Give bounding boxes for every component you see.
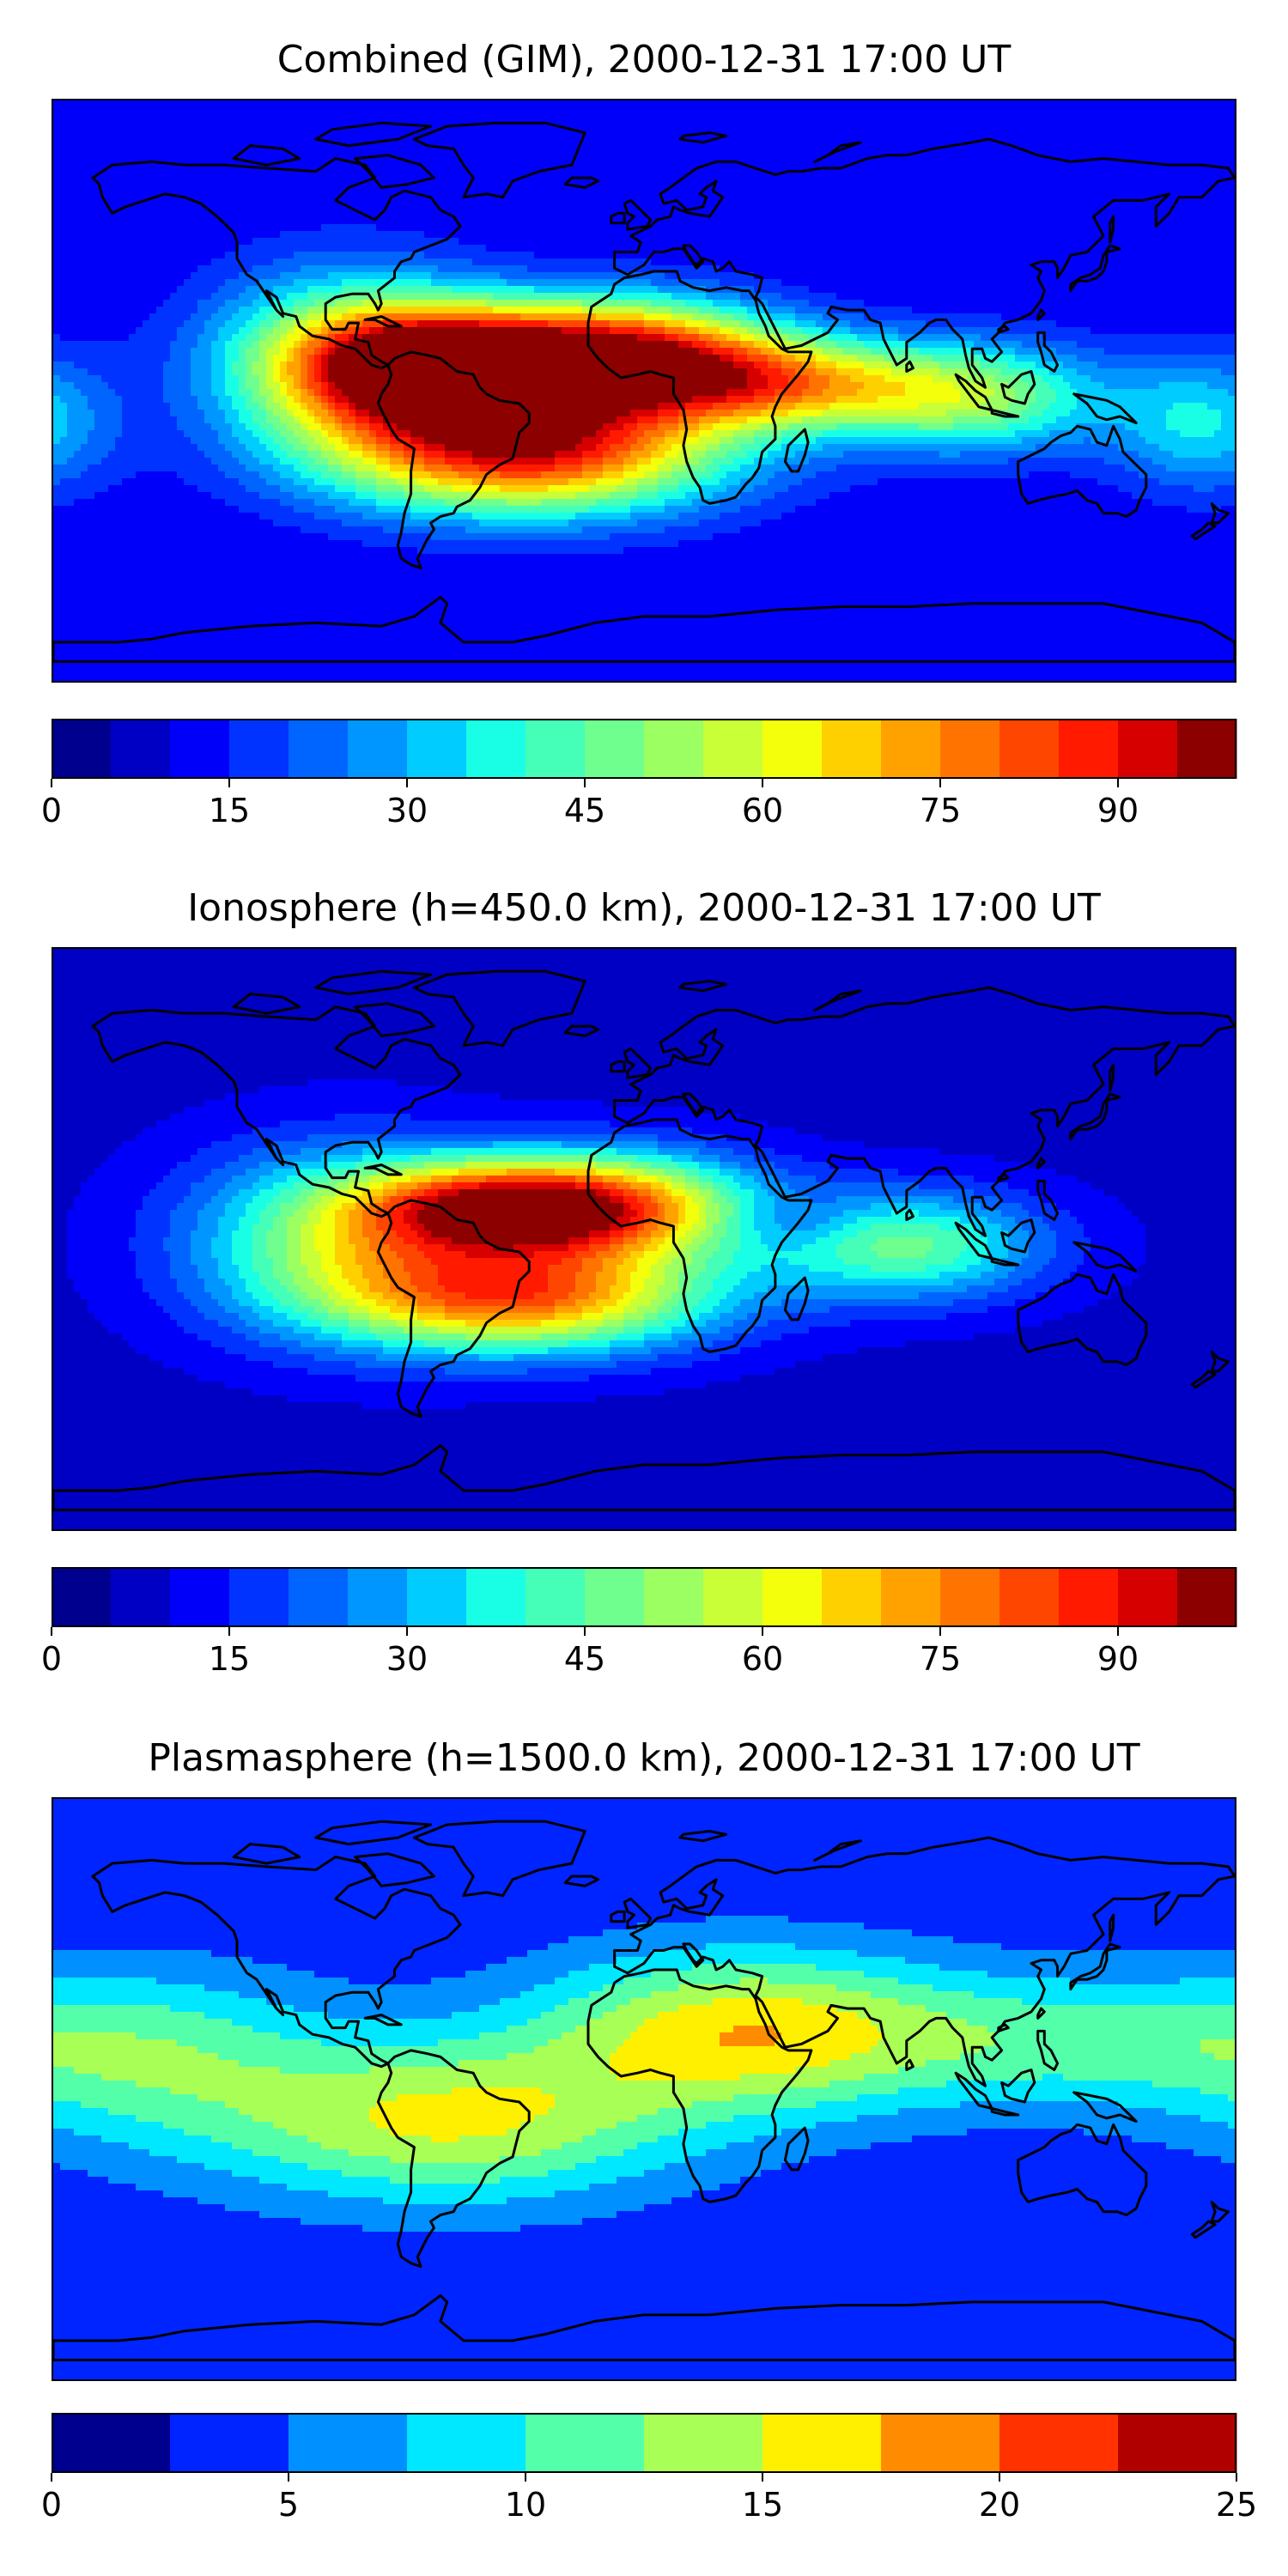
colorbar-segment <box>52 719 112 779</box>
tec-field <box>53 1799 1235 2379</box>
colorbar-tick-label: 75 <box>920 792 961 829</box>
colorbar-segments <box>52 1567 1237 1627</box>
colorbar-segment <box>703 1567 763 1627</box>
colorbar-segments <box>52 719 1237 779</box>
colorbar-segment <box>1177 719 1237 779</box>
colorbar-segment <box>52 2413 171 2473</box>
colorbar-tick-label: 45 <box>564 1640 605 1678</box>
colorbar-frame <box>52 1567 1236 1627</box>
colorbar-segment <box>170 1567 230 1627</box>
colorbar-tick-label: 0 <box>41 1640 62 1678</box>
colorbar-tick-label: 10 <box>505 2486 546 2524</box>
colorbar-tick-label: 45 <box>564 792 605 829</box>
tec-map <box>52 947 1236 1531</box>
tec-map <box>52 99 1236 683</box>
colorbar-tick-label: 30 <box>386 792 428 829</box>
colorbar-segment <box>762 2413 882 2473</box>
colorbar-segment <box>703 719 763 779</box>
colorbar-tick-label: 0 <box>41 792 62 829</box>
coastlines <box>53 121 1235 663</box>
colorbar-segment <box>762 719 823 779</box>
panel-title: Plasmasphere (h=1500.0 km), 2000-12-31 1… <box>0 1737 1288 1780</box>
colorbar-tick-label: 60 <box>742 1640 783 1678</box>
colorbar-segment <box>762 1567 823 1627</box>
colorbar-segment <box>526 2413 645 2473</box>
colorbar-segment <box>822 719 882 779</box>
colorbar-segment <box>585 1567 645 1627</box>
colorbar-segment <box>407 1567 467 1627</box>
tec-contour-map <box>53 1799 1235 2379</box>
colorbar-frame <box>52 719 1236 779</box>
tec-field <box>53 100 1235 681</box>
colorbar-segment <box>940 719 1000 779</box>
colorbar-segment <box>1177 1567 1237 1627</box>
colorbar-tick-label: 60 <box>742 792 783 829</box>
colorbar-tick-label: 15 <box>742 2486 783 2524</box>
tec-map <box>52 1797 1236 2381</box>
colorbar-tick-label: 90 <box>1097 792 1139 829</box>
colorbar-segment <box>289 2413 408 2473</box>
tec-contour-map <box>53 949 1235 1529</box>
colorbar-segment <box>526 1567 586 1627</box>
colorbar-segment <box>348 1567 408 1627</box>
colorbar-frame <box>52 2413 1236 2473</box>
colorbar-tick-label: 30 <box>386 1640 428 1678</box>
colorbar-segment <box>822 1567 882 1627</box>
colorbar-segment <box>1118 1567 1178 1627</box>
colorbar-segment <box>407 2413 526 2473</box>
coastlines <box>53 1820 1235 2361</box>
colorbar-segment <box>1118 719 1178 779</box>
colorbar-segments <box>52 2413 1237 2473</box>
colorbar-segment <box>229 1567 289 1627</box>
colorbar-segment <box>466 1567 526 1627</box>
colorbar-segment <box>881 719 941 779</box>
colorbar-segment <box>526 719 586 779</box>
colorbar-segment <box>170 719 230 779</box>
panel-title: Combined (GIM), 2000-12-31 17:00 UT <box>0 39 1288 82</box>
colorbar-tick-label: 75 <box>920 1640 961 1678</box>
colorbar-segment <box>881 1567 941 1627</box>
colorbar-segment <box>999 2413 1119 2473</box>
colorbar-segment <box>881 2413 1000 2473</box>
colorbar-segment <box>111 1567 171 1627</box>
colorbar-segment <box>170 2413 289 2473</box>
tec-contour-map <box>53 100 1235 681</box>
colorbar-segment <box>1059 719 1119 779</box>
colorbar-segment <box>289 1567 349 1627</box>
colorbar-segment <box>940 1567 1000 1627</box>
colorbar-segment <box>407 719 467 779</box>
colorbar-segment <box>999 719 1060 779</box>
colorbar-tick-label: 15 <box>209 792 250 829</box>
colorbar-segment <box>585 719 645 779</box>
colorbar-segment <box>229 719 289 779</box>
colorbar-segment <box>1118 2413 1237 2473</box>
colorbar-segment <box>348 719 408 779</box>
coastlines <box>53 969 1235 1511</box>
colorbar: 0 15 30 45 60 75 90 <box>41 719 1237 829</box>
colorbar-segment <box>644 1567 704 1627</box>
colorbar-tick-label: 90 <box>1097 1640 1139 1678</box>
colorbar-tick-label: 15 <box>209 1640 250 1678</box>
colorbar-tick-label: 5 <box>278 2486 299 2524</box>
tec-field <box>53 949 1235 1529</box>
colorbar: 0 15 30 45 60 75 90 <box>41 1567 1237 1678</box>
colorbar-segment <box>52 1567 112 1627</box>
colorbar-segment <box>999 1567 1060 1627</box>
colorbar-segment <box>644 2413 763 2473</box>
colorbar: 0 5 10 15 20 25 <box>41 2413 1257 2524</box>
colorbar-tick-label: 25 <box>1216 2486 1257 2524</box>
colorbar-segment <box>111 719 171 779</box>
colorbar-tick-label: 0 <box>41 2486 62 2524</box>
colorbar-segment <box>466 719 526 779</box>
colorbar-segment <box>1059 1567 1119 1627</box>
panel-title: Ionosphere (h=450.0 km), 2000-12-31 17:0… <box>0 887 1288 930</box>
colorbar-segment <box>289 719 349 779</box>
colorbar-segment <box>644 719 704 779</box>
colorbar-tick-label: 20 <box>979 2486 1020 2524</box>
